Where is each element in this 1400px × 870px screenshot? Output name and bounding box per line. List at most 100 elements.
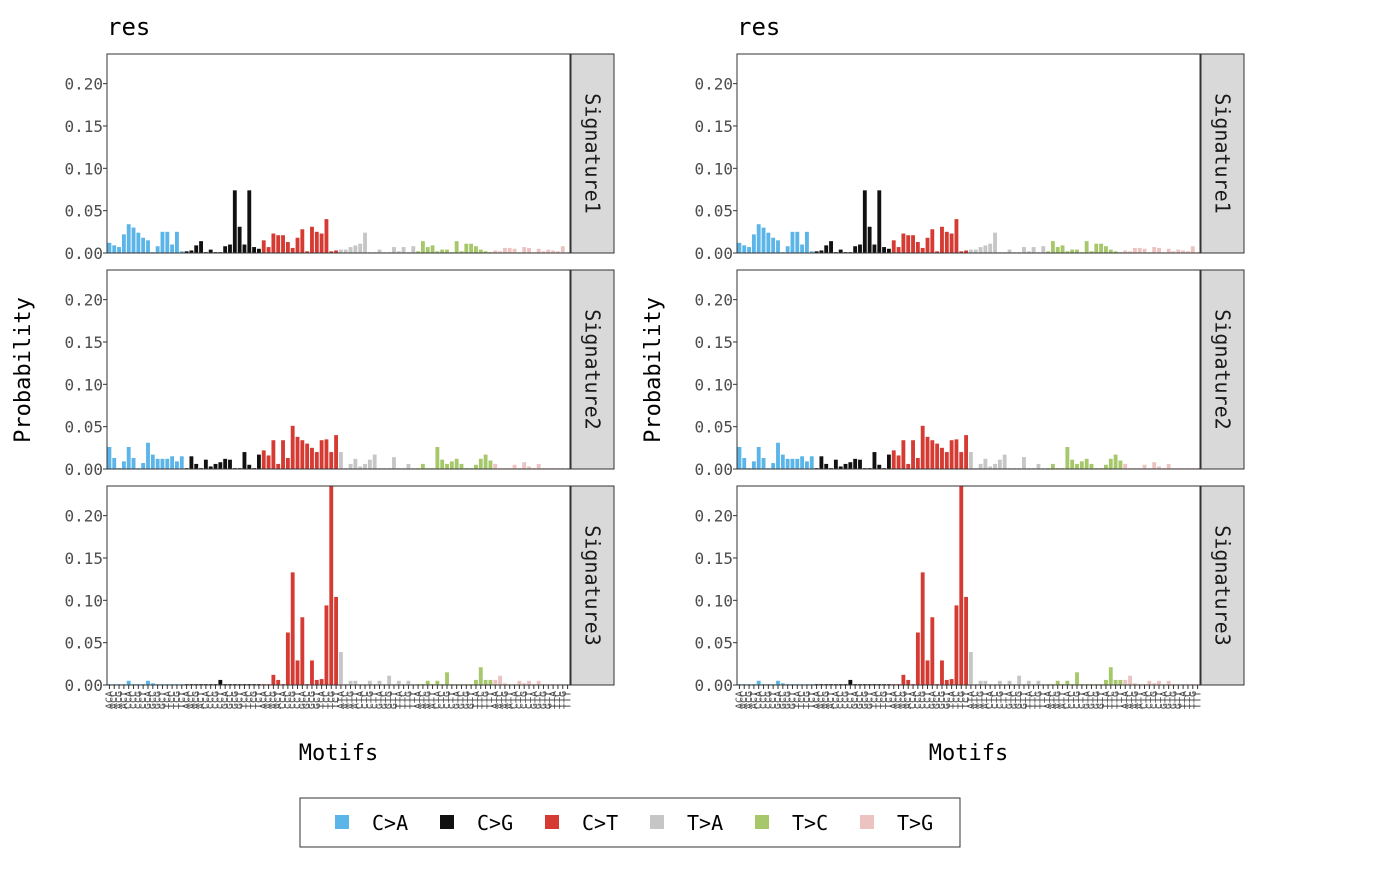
- x-tick-label: CTA: [432, 691, 443, 709]
- x-tick-label: GTA: [529, 691, 540, 709]
- bar: [853, 246, 858, 253]
- y-tick-label: 0.10: [64, 375, 103, 394]
- x-tick-label: CTG: [519, 691, 530, 709]
- x-tick-label: GCA: [773, 691, 784, 709]
- bar: [1108, 458, 1113, 469]
- bar: [877, 464, 882, 469]
- bar: [819, 456, 824, 469]
- x-tick-label: GTC: [1164, 691, 1175, 709]
- bar: [175, 461, 179, 469]
- x-tick-label: TTA: [548, 691, 559, 709]
- legend-box: [299, 797, 961, 848]
- bar: [420, 241, 425, 253]
- bar: [906, 235, 911, 253]
- bar: [517, 680, 522, 685]
- x-tick-label: TTG: [403, 691, 414, 709]
- bar: [223, 246, 228, 253]
- bar: [867, 226, 872, 253]
- panel-border: [106, 485, 571, 686]
- bar: [949, 440, 954, 469]
- x-tick-label: ACT: [196, 691, 207, 709]
- bar: [1142, 248, 1147, 253]
- x-tick-label: GCC: [932, 691, 943, 709]
- x-tick-label: GTT: [389, 691, 400, 709]
- panel-border: [736, 269, 1201, 470]
- x-tick-label: TTT: [1115, 691, 1126, 709]
- x-tick-label: GTA: [1159, 691, 1170, 709]
- x-tick-label: TTG: [1188, 691, 1199, 709]
- bar: [305, 251, 310, 253]
- x-tick-label: ATT: [428, 691, 439, 709]
- x-tick-label: ACA: [889, 691, 900, 709]
- bar: [1104, 679, 1108, 685]
- y-tick-label: 0.00: [694, 244, 733, 263]
- bar: [1113, 454, 1118, 469]
- bar: [445, 249, 449, 253]
- bar: [425, 680, 430, 685]
- legend-label: C>T: [582, 811, 618, 835]
- x-tick-label: CTG: [1149, 691, 1160, 709]
- x-tick-label: TTC: [553, 691, 564, 709]
- bar: [925, 660, 930, 685]
- bar: [194, 245, 199, 253]
- bar: [915, 457, 920, 469]
- bar: [978, 680, 983, 685]
- bar: [954, 439, 959, 469]
- bar: [411, 246, 416, 253]
- bar: [978, 463, 983, 469]
- panel-border: [736, 53, 1201, 254]
- x-tick-label: CTT: [1077, 691, 1088, 709]
- x-tick-label: GTA: [1004, 691, 1015, 709]
- bar: [324, 439, 329, 469]
- bar: [1036, 680, 1041, 685]
- x-tick-label: ACG: [744, 691, 755, 709]
- bar: [146, 442, 150, 469]
- x-tick-label: CTG: [1072, 691, 1083, 709]
- bar: [363, 232, 367, 253]
- bar: [1132, 247, 1137, 253]
- x-tick-label: GTT: [543, 691, 554, 709]
- bar: [776, 680, 780, 685]
- bar: [290, 247, 295, 253]
- x-tick-label: CCC: [759, 691, 770, 709]
- bar: [795, 231, 800, 253]
- bar: [1031, 247, 1036, 253]
- bar: [126, 446, 131, 469]
- x-tick-label: TCA: [239, 691, 250, 709]
- bar: [363, 463, 367, 469]
- bar: [469, 243, 474, 253]
- y-tick-label: 0.20: [64, 75, 103, 94]
- bar: [1123, 679, 1128, 685]
- bar: [160, 231, 165, 253]
- bar: [944, 452, 949, 469]
- x-tick-label: TTG: [1033, 691, 1044, 709]
- bar: [310, 226, 314, 253]
- x-tick-label: TTA: [471, 691, 482, 709]
- x-tick-label: CTT: [447, 691, 458, 709]
- bar: [507, 247, 512, 253]
- bar: [1118, 460, 1123, 469]
- x-tick-label: TTA: [1101, 691, 1112, 709]
- bar: [940, 447, 944, 469]
- bar: [392, 457, 396, 469]
- bar: [964, 596, 969, 685]
- facet-label: Signature2: [1211, 309, 1235, 429]
- bar: [155, 458, 160, 469]
- x-tick-label: CTA: [1140, 691, 1151, 709]
- bar: [780, 683, 785, 685]
- y-tick-label: 0.05: [694, 418, 733, 437]
- bar: [112, 245, 117, 253]
- x-tick-label: GTC: [1086, 691, 1097, 709]
- bar: [170, 456, 175, 469]
- x-tick-label: GCG: [230, 691, 241, 709]
- x-tick-label: TCG: [956, 691, 967, 709]
- y-tick-label: 0.20: [694, 75, 733, 94]
- bar: [131, 227, 136, 253]
- x-tick-label: GTT: [1173, 691, 1184, 709]
- x-tick-label: GCT: [312, 691, 323, 709]
- bar: [1036, 463, 1041, 469]
- bar: [805, 461, 809, 469]
- bar: [281, 235, 285, 253]
- y-tick-label: 0.10: [64, 159, 103, 178]
